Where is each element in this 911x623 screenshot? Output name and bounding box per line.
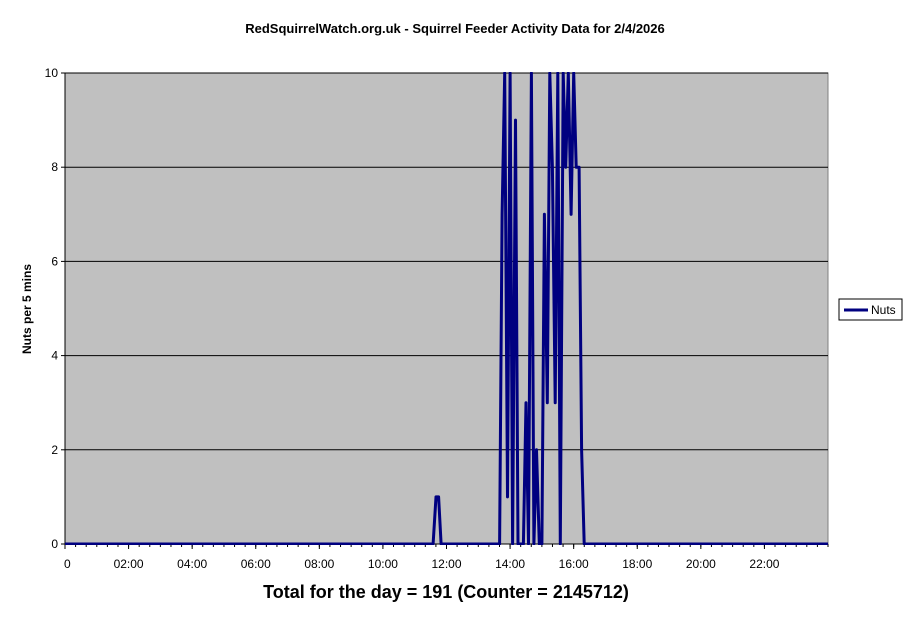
x-tick-label: 18:00 xyxy=(622,557,652,571)
grid-lines xyxy=(65,72,828,451)
x-tick-label: 10:00 xyxy=(368,557,398,571)
y-tick-label: 6 xyxy=(51,254,58,268)
y-tick-label: 0 xyxy=(51,537,58,551)
x-tick-label: 02:00 xyxy=(114,557,144,571)
legend-box xyxy=(838,298,903,321)
x-tick-label: 22:00 xyxy=(749,557,779,571)
x-tick-label: 20:00 xyxy=(686,557,716,571)
y-tick-label: 10 xyxy=(45,66,59,80)
legend: Nuts xyxy=(838,298,903,321)
chart-title: RedSquirrelWatch.org.uk - Squirrel Feede… xyxy=(245,21,665,36)
x-tick-label: 08:00 xyxy=(304,557,334,571)
y-axis-ticks: 0 2 4 6 8 10 xyxy=(45,66,65,551)
y-axis-label: Nuts per 5 mins xyxy=(20,264,34,354)
x-tick-label: 04:00 xyxy=(177,557,207,571)
plot-area xyxy=(64,72,829,545)
x-tick-label: 06:00 xyxy=(241,557,271,571)
y-tick-label: 2 xyxy=(51,443,58,457)
x-axis-ticks: 0 02:00 04:00 06:00 08:00 10:00 12:00 14:00 16:0… xyxy=(64,544,829,571)
daily-total-footer: Total for the day = 191 (Counter = 21457… xyxy=(263,582,629,602)
y-tick-label: 4 xyxy=(51,349,58,363)
x-tick-label: 16:00 xyxy=(559,557,589,571)
series-layer xyxy=(65,72,828,545)
x-tick-label: 14:00 xyxy=(495,557,525,571)
x-tick-label: 12:00 xyxy=(431,557,461,571)
legend-label-nuts: Nuts xyxy=(871,303,896,317)
x-tick-label: 0 xyxy=(64,557,71,571)
y-tick-label: 8 xyxy=(51,160,58,174)
series-line-nuts xyxy=(65,72,828,545)
